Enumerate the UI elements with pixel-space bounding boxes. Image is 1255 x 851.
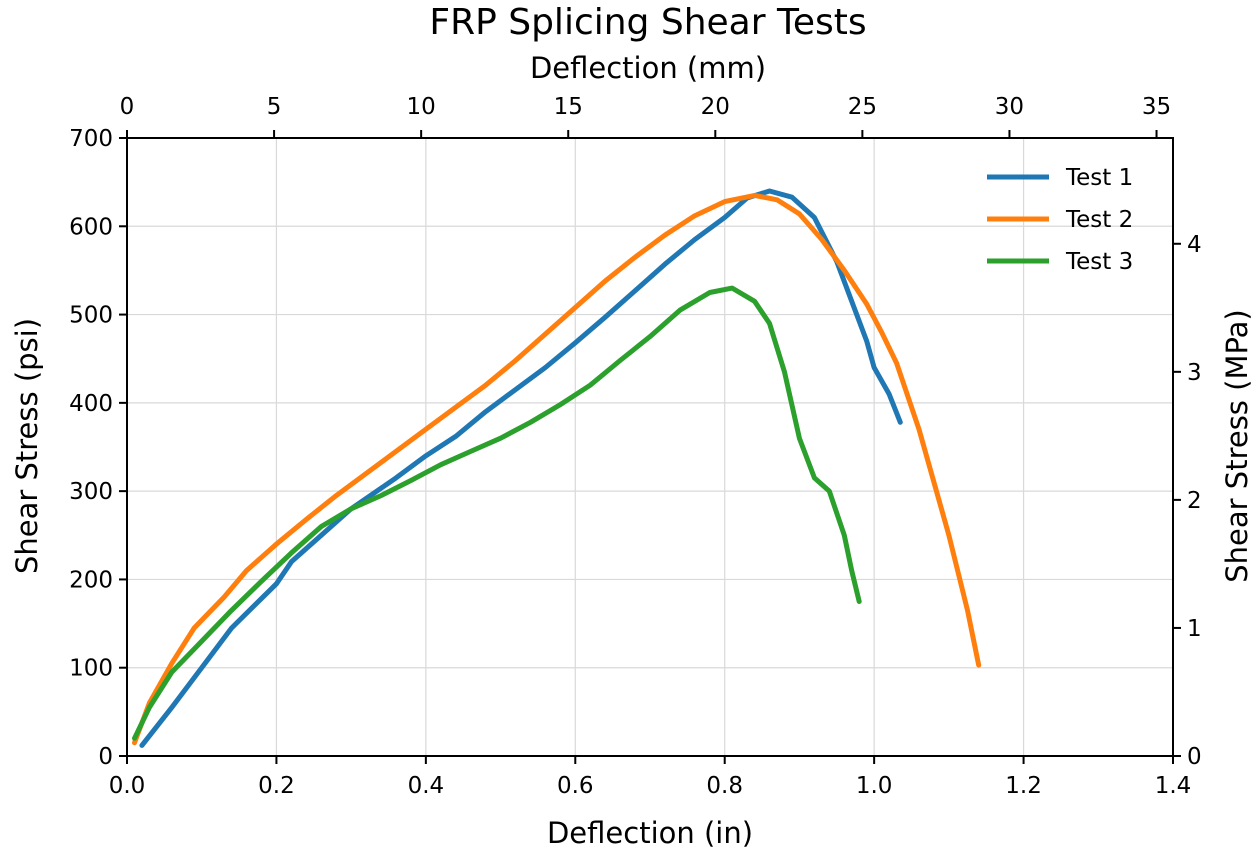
y-tick-label: 500: [69, 303, 113, 329]
y-tick-label: 400: [69, 391, 113, 417]
y-tick-label: 600: [69, 214, 113, 240]
y-tick-label: 0: [98, 744, 113, 770]
legend: Test 1 Test 2 Test 3: [987, 165, 1133, 275]
x-tick-label: 0.4: [408, 773, 445, 799]
x-tick-label: 1.4: [1155, 773, 1192, 799]
legend-label-test-2: Test 2: [1065, 207, 1133, 233]
right-y-axis-label: Shear Stress (MPa): [1220, 309, 1254, 583]
right-y-tick-label: 4: [1187, 232, 1202, 258]
top-x-tick-label: 5: [267, 94, 282, 120]
y-tick-label: 300: [69, 479, 113, 505]
x-tick-label: 1.2: [1005, 773, 1042, 799]
top-x-axis-label: Deflection (mm): [530, 51, 766, 85]
right-y-tick-label: 2: [1187, 488, 1202, 514]
top-x-tick-label: 0: [120, 94, 135, 120]
x-tick-label: 0.8: [706, 773, 743, 799]
right-y-tick-label: 3: [1187, 360, 1202, 386]
top-x-tick-label: 30: [995, 94, 1024, 120]
y-tick-label: 700: [69, 126, 113, 152]
right-y-tick-label: 0: [1187, 744, 1202, 770]
right-y-tick-label: 1: [1187, 616, 1202, 642]
chart-title: FRP Splicing Shear Tests: [429, 2, 866, 43]
series-line-test-1: [139, 188, 903, 748]
x-axis-label: Deflection (in): [547, 816, 753, 850]
series-line-test-3: [132, 285, 862, 741]
top-x-tick-label: 20: [701, 94, 730, 120]
top-x-tick-label: 10: [407, 94, 436, 120]
x-tick-label: 0.6: [557, 773, 594, 799]
plot-frame: [126, 137, 1174, 757]
series-lines: [132, 188, 982, 748]
top-x-tick-label: 35: [1142, 94, 1171, 120]
top-x-tick-label: 15: [554, 94, 583, 120]
x-tick-label: 1.0: [856, 773, 893, 799]
x-tick-label: 0.2: [258, 773, 295, 799]
top-x-tick-label: 25: [848, 94, 877, 120]
axes: 0.0 0.2 0.4 0.6 0.8 1.0 1.2 1.40100200300400500…: [69, 94, 1202, 799]
y-tick-label: 100: [69, 656, 113, 682]
legend-label-test-1: Test 1: [1065, 165, 1133, 191]
x-tick-label: 0.0: [109, 773, 146, 799]
series-line-test-2: [132, 192, 982, 746]
y-tick-label: 200: [69, 567, 113, 593]
y-axis-label: Shear Stress (psi): [10, 318, 44, 574]
gridlines: [127, 138, 1173, 756]
legend-label-test-3: Test 3: [1065, 249, 1133, 275]
